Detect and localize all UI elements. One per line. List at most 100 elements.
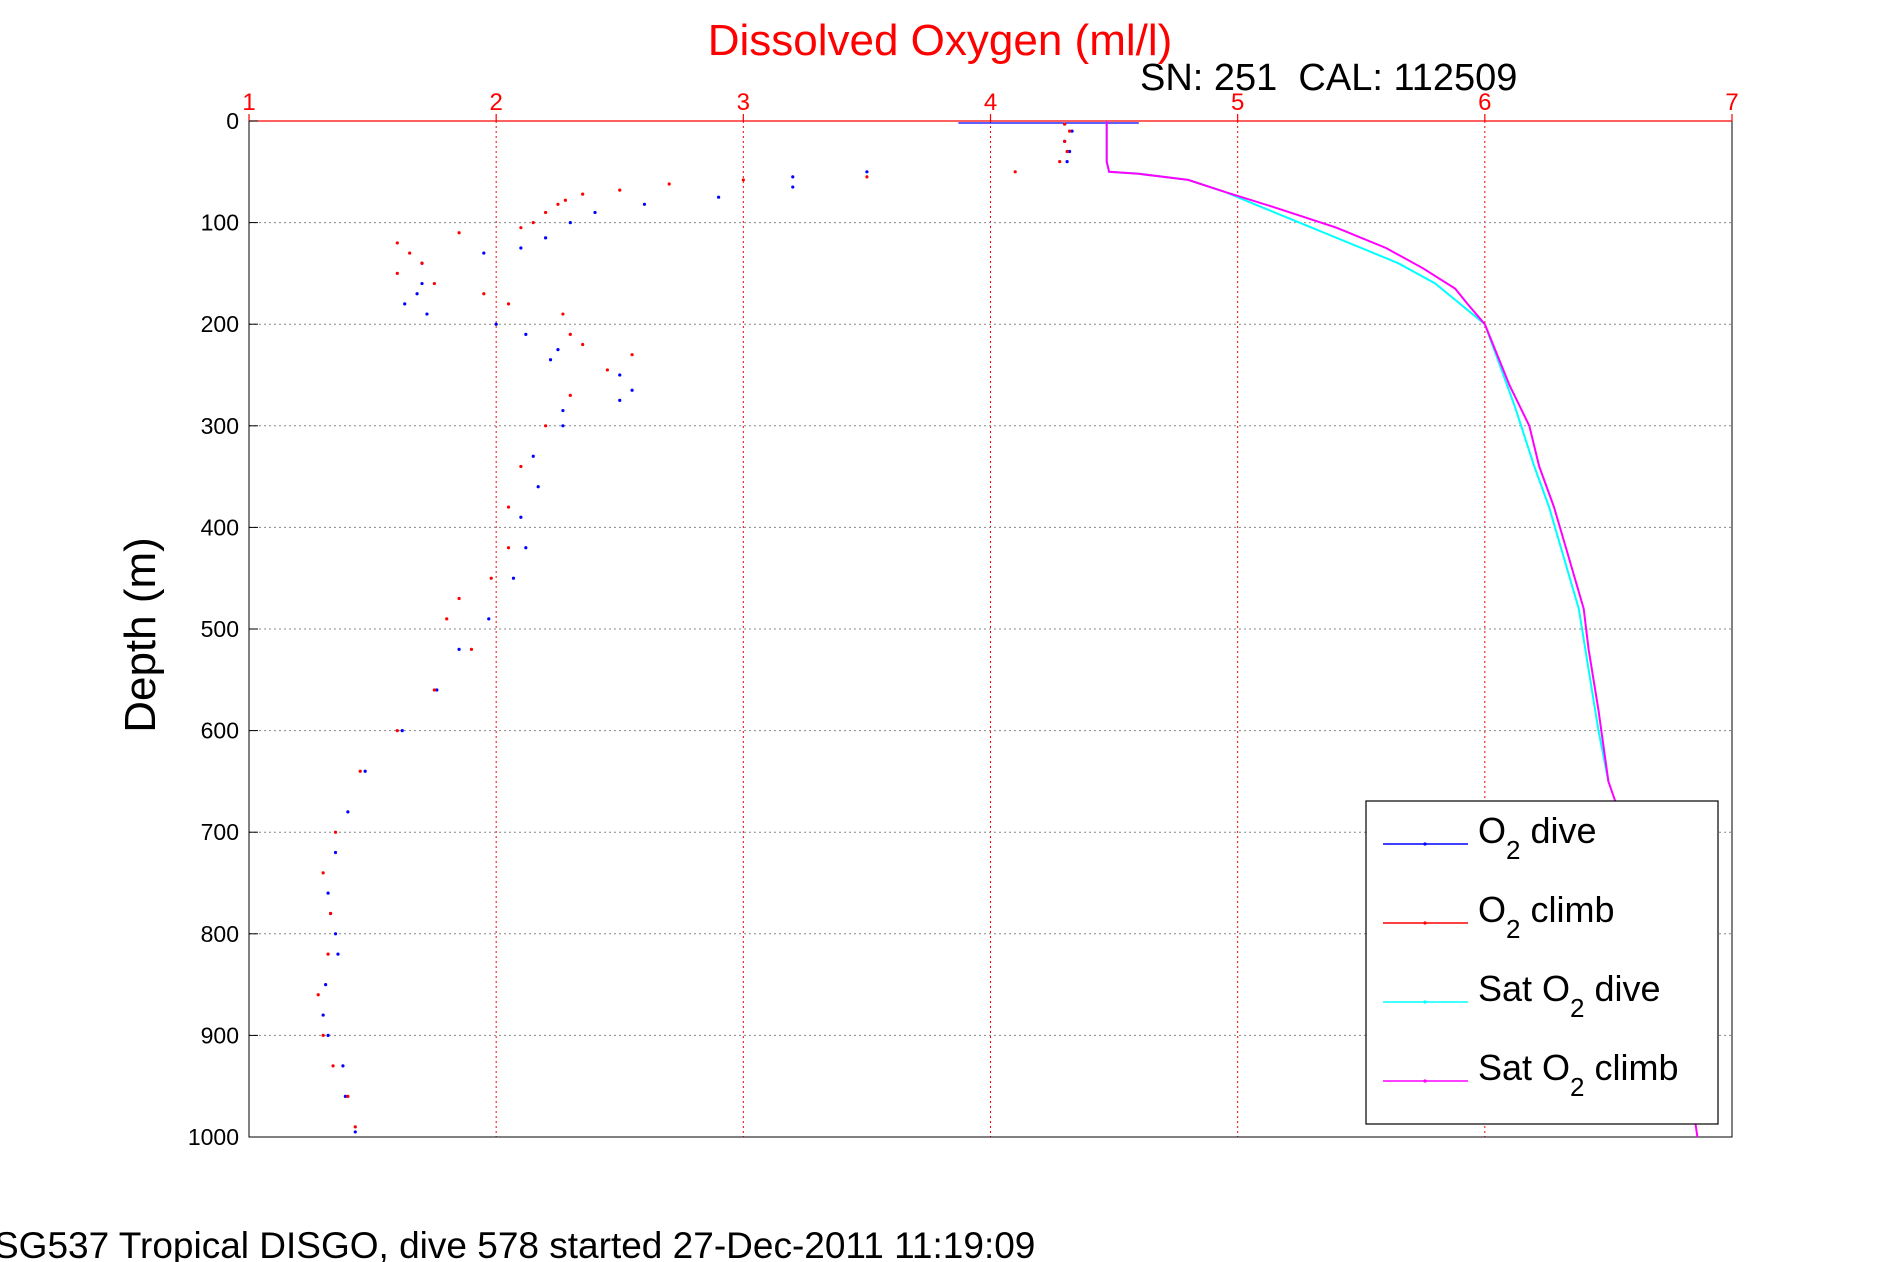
- y-tick-label: 500: [201, 616, 239, 642]
- data-point-o2_climb: [605, 368, 609, 372]
- data-point-o2_dive: [544, 236, 548, 240]
- data-point-o2_climb: [331, 1064, 335, 1068]
- data-point-o2_dive: [400, 729, 404, 733]
- y-tick-label: 400: [201, 514, 239, 540]
- data-point-o2_dive: [791, 175, 795, 179]
- legend-item-o2_dive: O2 dive: [1383, 810, 1597, 865]
- series-o2_dive: [321, 122, 1074, 1134]
- data-point-o2_climb: [1063, 122, 1067, 126]
- data-point-o2_dive: [324, 983, 328, 987]
- data-point-o2_climb: [395, 271, 399, 275]
- data-point-o2_climb: [630, 353, 634, 357]
- data-point-o2_dive: [326, 891, 330, 895]
- data-point-o2_dive: [343, 1094, 347, 1098]
- legend-label: O2 dive: [1478, 810, 1597, 865]
- legend-marker: [1423, 1079, 1427, 1083]
- data-point-o2_climb: [506, 505, 511, 509]
- series-o2_climb: [316, 122, 1072, 1129]
- data-point-o2_dive: [457, 647, 461, 651]
- series-line-sat_dive: [1105, 121, 1610, 782]
- data-point-o2_climb: [581, 192, 585, 196]
- data-point-o2_climb: [519, 226, 523, 230]
- data-point-o2_dive: [524, 332, 528, 336]
- data-point-o2_climb: [865, 175, 869, 179]
- legend-marker: [1423, 1000, 1427, 1004]
- data-point-o2_dive: [363, 769, 367, 773]
- data-point-o2_climb: [326, 952, 330, 956]
- data-point-o2_climb: [1013, 170, 1017, 174]
- data-point-o2_climb: [667, 182, 671, 186]
- data-point-o2_dive: [321, 1013, 325, 1017]
- data-point-o2_climb: [432, 281, 436, 286]
- data-point-o2_dive: [642, 202, 647, 206]
- data-point-o2_climb: [1063, 139, 1067, 143]
- chart-subtitle: SN: 251 CAL: 112509: [1140, 57, 1517, 99]
- x-tick-label: 3: [737, 89, 750, 116]
- data-point-o2_dive: [346, 810, 350, 814]
- y-axis-label: Depth (m): [116, 537, 165, 733]
- data-series: [316, 121, 1699, 1138]
- series-sat_dive: [1105, 121, 1610, 782]
- data-point-o2_climb: [531, 221, 535, 225]
- data-point-o2_dive: [865, 170, 869, 174]
- data-point-o2_dive: [568, 221, 572, 225]
- data-point-o2_climb: [568, 393, 572, 397]
- x-tick-label: 6: [1478, 89, 1491, 116]
- legend-label: Sat O2 climb: [1478, 1047, 1679, 1102]
- data-point-o2_climb: [469, 647, 474, 651]
- y-tick-label: 900: [201, 1022, 239, 1048]
- data-point-o2_dive: [556, 348, 560, 352]
- data-point-o2_climb: [563, 198, 567, 202]
- data-point-o2_dive: [435, 688, 439, 692]
- data-point-o2_climb: [395, 241, 399, 245]
- data-point-o2_climb: [346, 1094, 350, 1098]
- data-point-o2_climb: [568, 332, 572, 336]
- y-tick-label: 800: [201, 921, 239, 947]
- data-point-o2_dive: [519, 246, 523, 250]
- data-point-o2_climb: [506, 546, 511, 550]
- legend-item-sat_dive: Sat O2 dive: [1383, 968, 1661, 1023]
- data-point-o2_climb: [506, 302, 511, 306]
- data-point-o2_climb: [445, 617, 449, 621]
- data-point-o2_dive: [482, 251, 486, 255]
- data-point-o2_climb: [321, 1033, 325, 1037]
- y-tick-label: 700: [201, 819, 239, 845]
- chart-title: Dissolved Oxygen (ml/l): [708, 16, 1173, 65]
- data-point-o2_dive: [1070, 129, 1074, 133]
- y-tick-label: 1000: [188, 1124, 239, 1150]
- data-point-o2_dive: [333, 850, 338, 855]
- y-axis-ticks: 0 100 200 300 400 500 600 700 800 900 1000: [188, 108, 258, 1150]
- data-point-o2_climb: [561, 312, 565, 316]
- data-point-o2_climb: [432, 688, 436, 692]
- series-line-sat_climb: [1105, 121, 1699, 1138]
- x-tick-label: 4: [984, 89, 997, 116]
- x-tick-label: 1: [242, 89, 255, 116]
- data-point-o2_climb: [489, 576, 493, 580]
- data-point-o2_dive: [353, 1130, 357, 1134]
- data-point-o2_dive: [494, 322, 498, 326]
- data-point-o2_climb: [321, 871, 325, 875]
- data-point-o2_climb: [544, 210, 548, 215]
- data-point-o2_climb: [1065, 149, 1069, 154]
- data-point-o2_climb: [741, 178, 745, 182]
- data-point-o2_dive: [630, 388, 634, 392]
- series-sat_climb: [1105, 121, 1699, 1138]
- legend-marker: [1423, 842, 1427, 846]
- dive-info-footer: SG537 Tropical DISGO, dive 578 started 2…: [0, 1225, 1035, 1262]
- data-point-o2_dive: [336, 952, 340, 956]
- data-point-o2_dive: [511, 576, 516, 580]
- data-point-o2_dive: [791, 185, 795, 189]
- data-point-o2_dive: [425, 312, 429, 316]
- data-point-o2_climb: [519, 464, 523, 469]
- data-point-o2_dive: [548, 358, 553, 362]
- data-point-o2_dive: [403, 302, 407, 306]
- data-point-o2_dive: [487, 617, 491, 621]
- y-tick-label: 300: [201, 413, 239, 439]
- data-point-o2_climb: [395, 729, 399, 733]
- data-point-o2_climb: [618, 188, 622, 192]
- data-point-o2_climb: [482, 292, 486, 296]
- y-tick-label: 200: [201, 311, 239, 337]
- data-point-o2_dive: [524, 546, 528, 550]
- y-tick-label: 100: [201, 210, 239, 236]
- y-tick-label: 0: [226, 108, 239, 134]
